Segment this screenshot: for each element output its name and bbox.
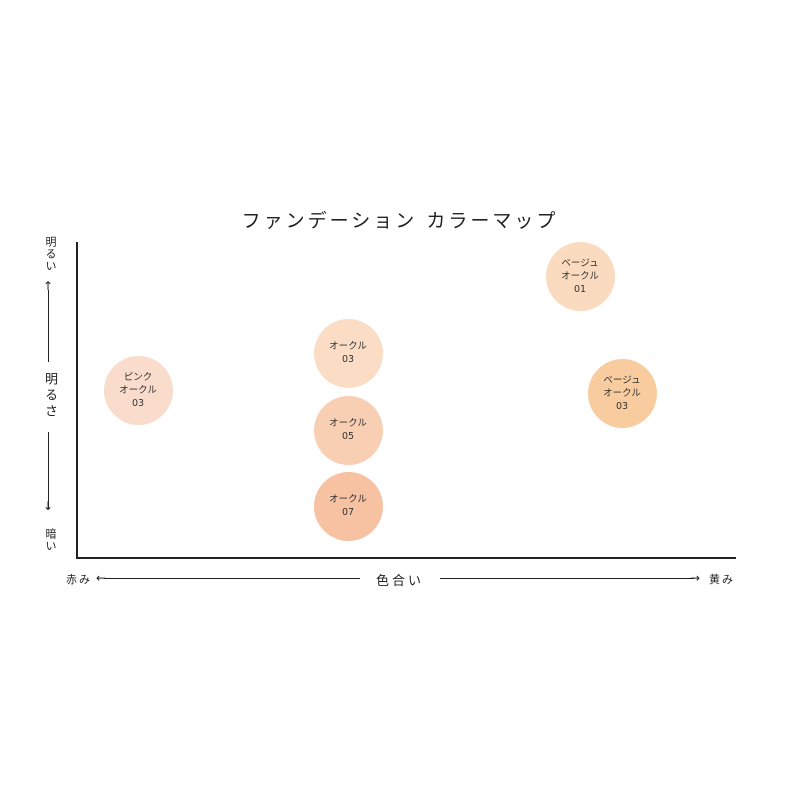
color-point: ベージュ オークル 03 — [587, 358, 657, 428]
point-label: 03 — [615, 400, 629, 412]
y-arrow-line-top — [48, 290, 49, 362]
x-axis-label: 色合い — [376, 574, 425, 589]
x-arrow-line-right — [440, 578, 694, 579]
color-point: ピンク オークル 03 — [103, 355, 173, 425]
point-label: オークル — [561, 270, 599, 282]
arrow-left-icon: ← — [96, 571, 107, 585]
y-axis-top-label: 明るい — [44, 236, 57, 272]
x-axis-right-label: 黄み — [709, 573, 735, 586]
arrow-right-icon: → — [690, 571, 701, 585]
point-label: 03 — [131, 397, 145, 409]
x-axis-line — [76, 557, 736, 559]
x-arrow-line-left — [104, 578, 360, 579]
point-label: オークル — [329, 418, 367, 429]
y-axis-bottom-label: 暗い — [44, 528, 57, 552]
point-label: オークル — [329, 494, 367, 505]
point-label: ベージュ — [603, 374, 641, 386]
point-label: オークル — [119, 384, 157, 396]
point-label: オークル — [603, 387, 641, 399]
point-label: 07 — [341, 507, 355, 518]
arrow-up-icon: ↑ — [43, 279, 54, 293]
color-point: オークル 03 — [313, 318, 383, 388]
point-label: オークル — [329, 341, 367, 352]
arrow-down-icon: ↓ — [43, 499, 54, 513]
y-axis-label: 明るさ — [42, 372, 57, 420]
chart-title: ファンデーション カラーマップ — [241, 210, 559, 232]
y-axis-line — [76, 242, 78, 558]
y-arrow-line-bottom — [48, 432, 49, 508]
point-label: 01 — [573, 283, 587, 295]
color-point: オークル 07 — [313, 471, 383, 541]
color-point: オークル 05 — [313, 395, 383, 465]
point-label: ピンク — [123, 371, 153, 383]
point-label: 03 — [341, 354, 355, 365]
color-point: ベージュ オークル 01 — [545, 241, 615, 311]
point-label: 05 — [341, 431, 355, 442]
point-label: ベージュ — [561, 257, 599, 269]
x-axis-left-label: 赤み — [66, 573, 92, 586]
